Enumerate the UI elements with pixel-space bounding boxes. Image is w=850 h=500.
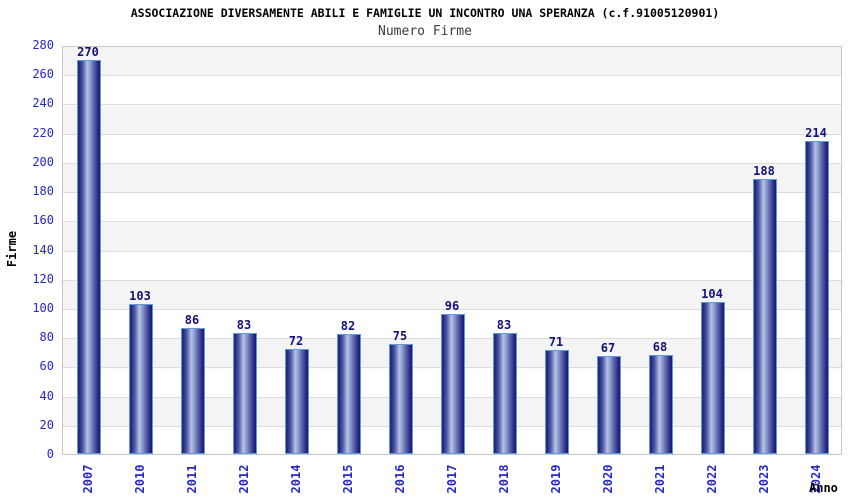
gridline (63, 250, 841, 252)
y-tick-label: 160 (32, 213, 54, 228)
gridline (63, 162, 841, 164)
x-tick-label-2007: 2007 (81, 464, 95, 494)
bar-value-label: 86 (184, 313, 200, 327)
gridline (63, 133, 841, 135)
gridline (63, 192, 841, 194)
bar-value-label: 75 (392, 329, 408, 343)
plot-area (62, 46, 842, 455)
chart-title: ASSOCIAZIONE DIVERSAMENTE ABILI E FAMIGL… (130, 6, 720, 20)
y-tick-label: 140 (32, 242, 54, 257)
y-tick-label: 80 (39, 330, 54, 345)
x-tick-label-2018: 2018 (497, 464, 511, 494)
y-tick-label: 20 (39, 417, 54, 432)
x-tick-label-2020: 2020 (601, 464, 615, 494)
x-tick-label-2012: 2012 (237, 464, 251, 494)
x-tick-label-2011: 2011 (185, 464, 199, 494)
bar-value-label: 83 (236, 318, 252, 332)
bar-value-label: 72 (288, 334, 304, 348)
x-tick-label-2019: 2019 (549, 464, 563, 494)
gridline (63, 75, 841, 77)
bar-value-label: 270 (77, 45, 99, 59)
bar-2021 (649, 355, 673, 454)
bar-2010 (129, 304, 153, 454)
y-tick-label: 220 (32, 125, 54, 140)
bar-2015 (337, 334, 361, 454)
bar-2024 (805, 141, 829, 454)
bar-value-label: 188 (753, 164, 775, 178)
x-tick-label-2016: 2016 (393, 464, 407, 494)
y-tick-label: 280 (32, 38, 54, 52)
bar-2014 (285, 349, 309, 454)
y-tick-label: 120 (32, 271, 54, 286)
y-tick-label: 180 (32, 184, 54, 199)
chart-subtitle: Numero Firme (378, 24, 472, 39)
x-axis-label: Anno (809, 481, 838, 495)
y-tick-label: 100 (32, 300, 54, 315)
bar-2020 (597, 356, 621, 454)
x-tick-label-2010: 2010 (133, 464, 147, 494)
bar-2019 (545, 350, 569, 454)
x-tick-label-2023: 2023 (757, 464, 771, 494)
x-tick-label-2022: 2022 (705, 464, 719, 494)
bar-value-label: 67 (600, 341, 616, 355)
bar-value-label: 214 (805, 126, 827, 140)
bar-2022 (701, 302, 725, 454)
gridline (63, 279, 841, 281)
x-tick-label-2014: 2014 (289, 464, 303, 494)
x-tick-label-2021: 2021 (653, 464, 667, 494)
gridline (63, 104, 841, 106)
bar-value-label: 82 (340, 319, 356, 333)
x-tick-label-2015: 2015 (341, 464, 355, 494)
y-tick-label: 40 (39, 388, 54, 403)
gridline (63, 308, 841, 310)
y-tick-label: 60 (39, 359, 54, 374)
bar-value-label: 104 (701, 287, 723, 301)
y-tick-label: 200 (32, 154, 54, 169)
y-tick-label: 240 (32, 96, 54, 111)
y-tick-label: 260 (32, 67, 54, 82)
bar-value-label: 71 (548, 335, 564, 349)
bar-2017 (441, 314, 465, 454)
bar-2007 (77, 60, 101, 454)
bar-value-label: 68 (652, 340, 668, 354)
bar-value-label: 103 (129, 289, 151, 303)
y-tick-label: 0 (46, 447, 54, 461)
bar-2012 (233, 333, 257, 454)
bar-2018 (493, 333, 517, 454)
bar-2023 (753, 179, 777, 454)
bar-2011 (181, 328, 205, 454)
bar-value-label: 83 (496, 318, 512, 332)
x-tick-label-2017: 2017 (445, 464, 459, 494)
bar-2016 (389, 344, 413, 454)
bar-value-label: 96 (444, 299, 460, 313)
gridline (63, 221, 841, 223)
